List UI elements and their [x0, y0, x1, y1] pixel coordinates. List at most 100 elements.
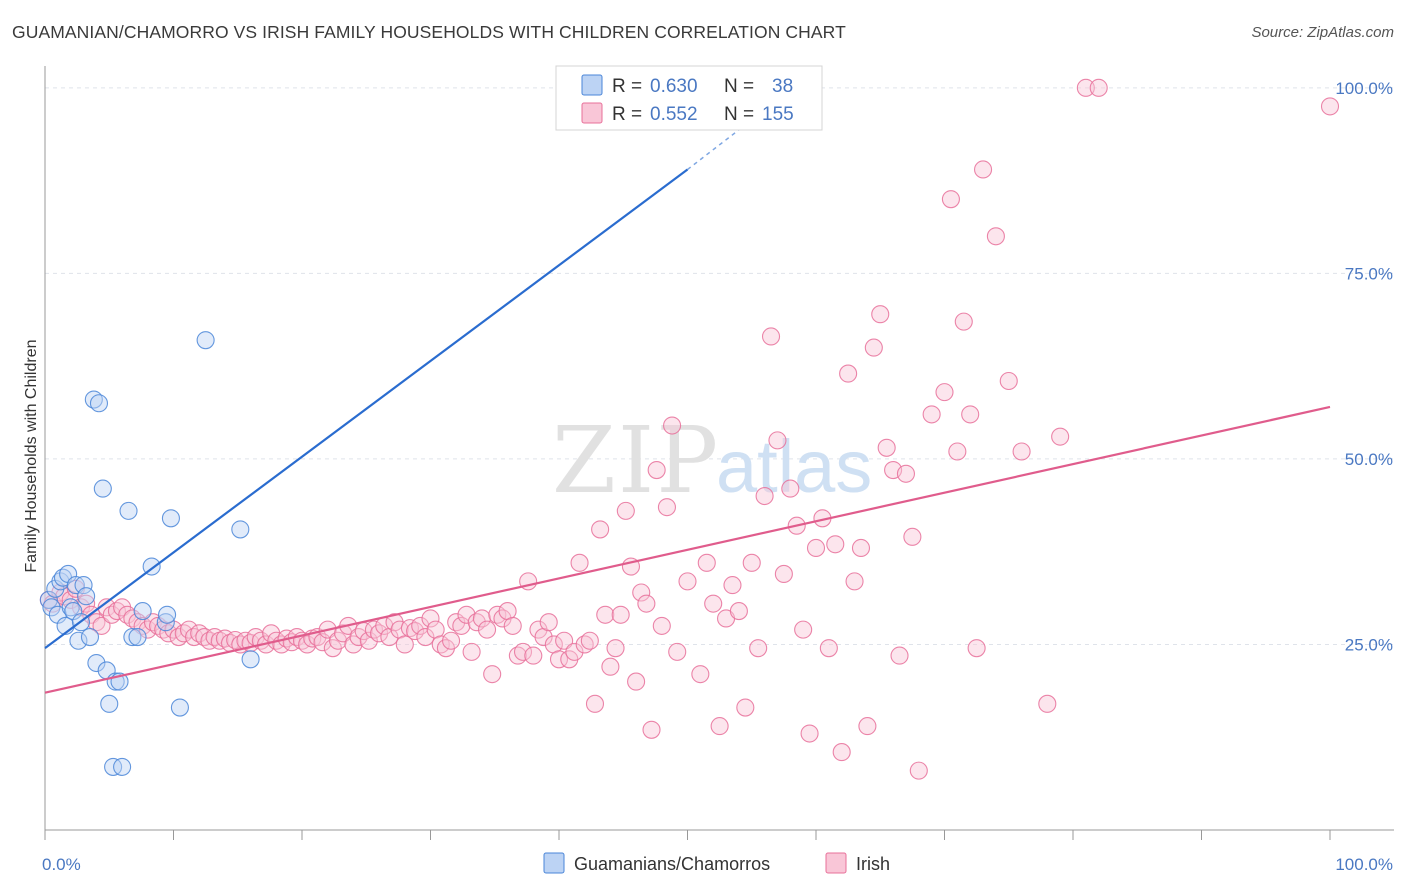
irish-point-92	[513, 642, 533, 661]
irish-point-69	[395, 635, 414, 654]
irish-point-86	[483, 665, 502, 684]
irish-point-100	[555, 631, 574, 650]
irish-point-127	[710, 717, 729, 736]
watermark-zip: ZIP	[552, 407, 720, 514]
guamanian-point-1	[42, 598, 61, 617]
irish-point-134	[755, 486, 774, 506]
tick-labels: 25.0% 50.0% 75.0% 100.0% 0.0% 100.0%	[42, 79, 1393, 874]
irish-point-112	[616, 501, 635, 520]
guamanian-points	[39, 331, 260, 776]
legend-n-value-blue: 38	[772, 76, 793, 97]
irish-point-155	[890, 646, 909, 665]
y-tick-label-100: 100.0%	[1335, 79, 1393, 98]
irish-point-72	[411, 616, 430, 635]
grid-lines	[45, 87, 1394, 645]
irish-point-142	[806, 538, 826, 558]
irish-point-115	[632, 583, 651, 602]
irish-point-153	[877, 438, 896, 457]
irish-point-165	[967, 639, 986, 658]
guamanian-point-34	[170, 698, 189, 717]
irish-point-105	[580, 631, 599, 650]
x-tick-label-100: 100.0%	[1335, 855, 1393, 874]
irish-point-94	[524, 646, 543, 665]
y-tick-label-50: 50.0%	[1345, 450, 1393, 469]
guamanian-point-29	[133, 602, 152, 621]
irish-point-126	[704, 594, 723, 613]
guamanian-point-14	[77, 587, 96, 606]
irish-point-131	[736, 698, 755, 717]
y-axis-label-group: Family Households with Children	[23, 340, 40, 573]
irish-point-78	[442, 631, 461, 650]
irish-point-171	[1051, 427, 1070, 446]
irish-point-10	[92, 616, 111, 635]
irish-point-80	[452, 616, 471, 635]
guamanian-point-0	[39, 590, 58, 609]
watermark: ZIP atlas	[552, 407, 872, 514]
series-legend: Guamanians/Chamorros Irish	[543, 852, 890, 874]
irish-point-84	[472, 609, 491, 628]
correlation-legend: R = 0.630 N = 38 R = 0.552 N = 155	[555, 65, 823, 131]
irish-point-85	[477, 620, 497, 639]
irish-point-137	[774, 564, 793, 584]
legend-swatch-pink	[581, 102, 603, 124]
irish-point-114	[627, 672, 646, 691]
irish-point-152	[871, 305, 890, 324]
irish-point-148	[845, 572, 864, 591]
irish-point-120	[657, 498, 676, 517]
x-tick-label-0: 0.0%	[42, 855, 81, 874]
guamanian-point-37	[231, 520, 250, 539]
guamanian-point-33	[161, 509, 180, 528]
irish-point-90	[503, 616, 522, 635]
irish-point-118	[647, 461, 666, 480]
irish-point-121	[663, 416, 682, 435]
irish-point-156	[896, 464, 916, 483]
irish-point-166	[973, 160, 993, 179]
guamanian-point-17	[87, 653, 106, 673]
guamanian-point-31	[156, 613, 175, 632]
irish-point-133	[749, 639, 768, 658]
guamanian-trend-line	[44, 168, 689, 650]
irish-point-160	[935, 383, 954, 402]
series-legend-label-irish: Irish	[856, 854, 890, 874]
irish-point-161	[941, 190, 960, 209]
irish-point-116	[637, 594, 656, 613]
irish-point-107	[591, 520, 610, 539]
source-credit: Source: ZipAtlas.com	[1251, 24, 1394, 41]
chart-title: GUAMANIAN/CHAMORRO VS IRISH FAMILY HOUSE…	[12, 22, 846, 42]
irish-point-102	[565, 642, 584, 661]
legend-n-label-blue: N =	[724, 76, 754, 97]
irish-point-140	[794, 620, 813, 639]
irish-point-174	[1320, 97, 1340, 116]
legend-n-label-pink: N =	[724, 104, 754, 125]
trend-lines	[44, 109, 1331, 694]
irish-point-125	[697, 553, 716, 572]
irish-trend-line	[44, 405, 1331, 694]
irish-point-149	[851, 538, 871, 558]
irish-point-74	[421, 609, 440, 628]
irish-point-103	[570, 553, 589, 572]
guamanian-point-19	[93, 479, 112, 498]
irish-point-122	[668, 642, 687, 661]
irish-point-135	[761, 327, 781, 346]
series-legend-label-guamanian: Guamanians/Chamorros	[574, 854, 770, 874]
series-legend-swatch-guamanian	[543, 852, 565, 874]
guamanian-point-11	[69, 631, 88, 650]
guamanian-point-18	[89, 394, 109, 413]
guamanian-point-26	[119, 501, 138, 520]
guamanian-point-36	[241, 650, 260, 669]
irish-point-162	[948, 442, 967, 461]
irish-point-163	[954, 312, 973, 331]
irish-point-168	[999, 371, 1018, 391]
irish-point-119	[652, 616, 671, 635]
irish-point-144	[819, 639, 838, 658]
irish-point-172	[1076, 78, 1095, 97]
irish-point-132	[742, 553, 761, 572]
irish-point-81	[457, 605, 476, 624]
irish-point-117	[642, 720, 661, 739]
legend-swatch-blue	[581, 74, 603, 96]
irish-point-130	[729, 602, 748, 621]
irish-point-129	[723, 576, 742, 595]
irish-point-111	[611, 605, 630, 624]
irish-point-145	[826, 535, 845, 554]
legend-r-label-blue: R =	[612, 76, 642, 97]
